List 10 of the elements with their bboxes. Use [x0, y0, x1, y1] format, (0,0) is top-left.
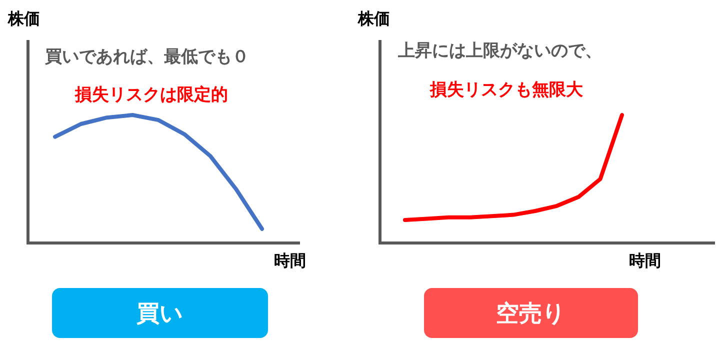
y-axis-title: 株価 [357, 9, 390, 28]
x-axis-title: 時間 [629, 251, 661, 270]
text: 買いであれば、最低でも０ [44, 47, 249, 67]
text: 上昇には上限がないので、 [397, 41, 602, 61]
text: 空売り [496, 300, 566, 327]
y-axis-title: 株価 [7, 9, 40, 28]
x-axis-title: 時間 [274, 251, 306, 270]
text: 損失リスクは限定的 [74, 85, 228, 105]
text: 買い [136, 301, 184, 327]
text: 損失リスクも無限大 [429, 80, 584, 100]
